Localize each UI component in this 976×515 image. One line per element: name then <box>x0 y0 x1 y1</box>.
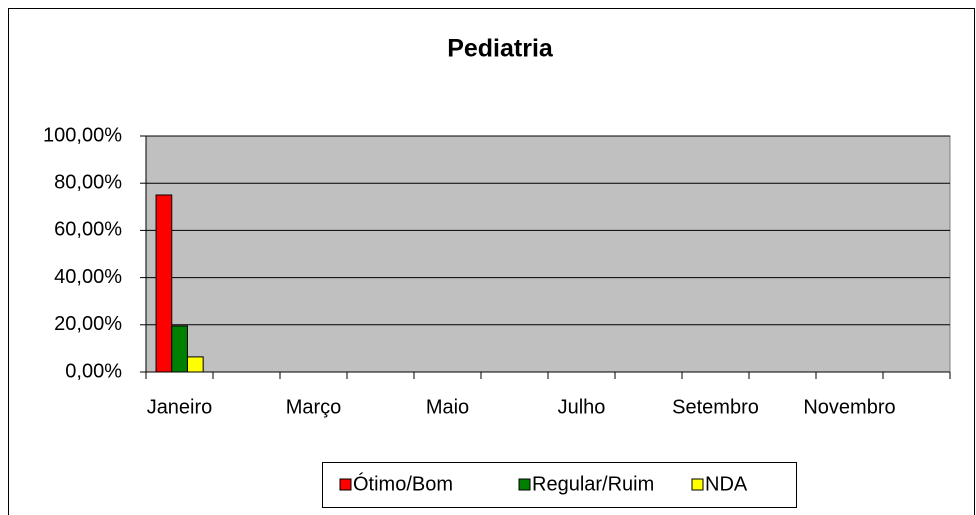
y-tick-label: 80,00% <box>54 171 122 193</box>
y-tick-label: 40,00% <box>54 266 122 288</box>
legend-swatch <box>518 478 531 491</box>
legend-swatch <box>691 478 704 491</box>
x-tick-label: Setembro <box>672 396 759 418</box>
bar <box>171 325 188 373</box>
chart-title: Pediatria <box>447 35 554 63</box>
legend-label: NDA <box>705 473 748 495</box>
legend-label: Ótimo/Bom <box>353 472 453 495</box>
x-tick-label: Maio <box>426 396 469 418</box>
x-tick-label: Novembro <box>803 396 895 418</box>
y-tick-label: 100,00% <box>43 124 122 146</box>
x-tick-label: Março <box>286 396 342 418</box>
plot-area <box>145 135 951 373</box>
x-tick-label: Julho <box>558 396 606 418</box>
legend-label: Regular/Ruim <box>532 473 654 495</box>
y-tick-label: 20,00% <box>54 313 122 335</box>
y-tick-label: 0,00% <box>65 360 122 382</box>
bar <box>155 194 173 373</box>
legend-swatch <box>339 478 352 491</box>
legend-box <box>322 462 797 508</box>
x-tick-label: Janeiro <box>147 396 213 418</box>
bar <box>186 356 204 373</box>
y-tick-label: 60,00% <box>54 219 122 241</box>
